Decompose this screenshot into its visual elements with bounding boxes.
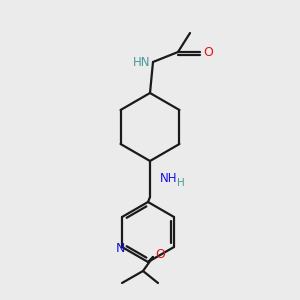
Text: HN: HN (133, 56, 150, 68)
Text: O: O (155, 248, 165, 260)
Text: H: H (177, 178, 185, 188)
Text: NH: NH (160, 172, 178, 185)
Text: N: N (115, 242, 125, 254)
Text: O: O (203, 46, 213, 59)
